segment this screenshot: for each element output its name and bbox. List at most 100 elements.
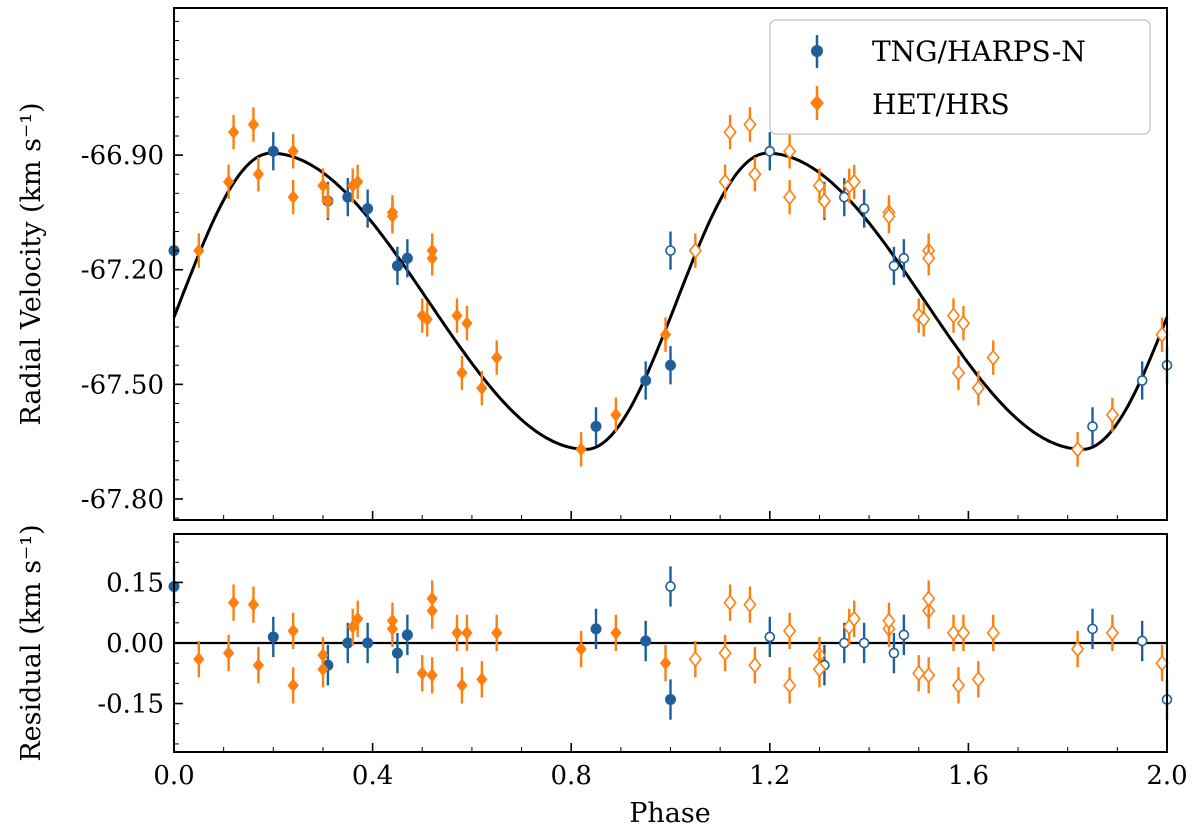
marker	[362, 203, 374, 215]
rv-ytick-label: -66.90	[81, 141, 164, 171]
rv-hrs-point	[1105, 397, 1120, 433]
marker	[1155, 326, 1169, 343]
rv-hrs-point	[946, 298, 961, 333]
marker	[252, 167, 265, 182]
residual-hrs-point	[491, 614, 503, 652]
residual-harps-point	[838, 622, 850, 664]
marker	[223, 174, 235, 189]
marker	[575, 642, 587, 657]
residual-hrs-point	[352, 600, 364, 637]
residual-hrs-point	[416, 655, 428, 692]
marker	[401, 252, 413, 264]
residual-hrs-point	[971, 661, 985, 698]
marker	[317, 178, 329, 193]
marker	[347, 178, 359, 193]
marker	[971, 379, 985, 397]
rv-harps-point	[1136, 361, 1148, 400]
marker	[898, 252, 910, 264]
marker	[640, 635, 652, 647]
rv-hrs-point	[986, 340, 1000, 375]
marker	[956, 314, 971, 332]
marker	[659, 327, 672, 342]
marker	[421, 312, 433, 327]
residual-harps-point	[1136, 620, 1148, 662]
residual-hrs-point	[748, 647, 762, 684]
rv-harps-point	[342, 178, 354, 217]
marker	[951, 677, 966, 694]
residual-hrs-point	[193, 640, 205, 678]
marker	[227, 595, 240, 610]
marker	[898, 629, 910, 641]
residual-hrs-point	[287, 612, 299, 650]
residual-harps-point	[898, 614, 910, 656]
residual-hrs-point	[575, 630, 587, 668]
legend-entry-harps: TNG/HARPS-N	[811, 35, 1086, 68]
residual-harps-point	[665, 566, 676, 607]
rv-hrs-point	[352, 164, 364, 200]
marker	[287, 144, 299, 159]
residual-harps-point	[267, 616, 279, 658]
rv-harps-point	[1087, 407, 1098, 446]
residual-hrs-point	[386, 602, 399, 639]
residual-hrs-point	[1105, 614, 1120, 652]
residual-hrs-point	[951, 667, 966, 704]
marker	[838, 637, 850, 649]
marker	[1071, 441, 1085, 458]
rv-hrs-point	[917, 302, 931, 337]
residual-hrs-point	[287, 667, 299, 704]
rv-harps-point	[888, 246, 900, 286]
rv-hrs-point	[287, 134, 299, 169]
marker	[247, 117, 260, 132]
rv-hrs-point	[247, 107, 260, 142]
marker	[812, 177, 827, 194]
residual-hrs-point	[347, 608, 359, 646]
phase-xtick-label: 1.2	[749, 761, 790, 791]
marker	[847, 610, 861, 628]
marker	[461, 625, 473, 640]
rv-hrs-point	[317, 168, 329, 203]
rv-hrs-point	[723, 114, 737, 150]
rv-ytick-label: -67.20	[81, 256, 164, 286]
rv-harps-point	[898, 239, 910, 278]
rv-ylabel: Radial Velocity (km s⁻¹)	[16, 102, 47, 425]
rv-hrs-point	[461, 306, 473, 341]
marker	[665, 694, 676, 706]
marker	[882, 612, 896, 630]
marker	[252, 658, 265, 673]
rv-hrs-point	[783, 179, 797, 215]
marker	[922, 249, 936, 267]
marker	[610, 407, 622, 422]
rv-hrs-point	[659, 317, 672, 352]
rv-hrs-point	[421, 302, 433, 337]
marker	[491, 350, 503, 365]
marker	[640, 375, 652, 387]
marker	[287, 623, 299, 638]
residual-axis-ticks: 0.0 0.4 0.8 1.2 1.6 2.0 0.15 0.00 -0.15	[97, 541, 1188, 791]
marker	[461, 316, 473, 331]
phase-xtick-label: 0.4	[352, 761, 393, 791]
marker	[882, 207, 896, 225]
marker	[783, 622, 797, 640]
rv-harps-point	[764, 132, 776, 171]
rv-hrs-point	[971, 370, 985, 406]
marker	[665, 581, 676, 592]
legend-hrs-marker	[810, 95, 824, 111]
marker	[391, 260, 403, 272]
residual-harps-point	[590, 608, 602, 650]
marker	[193, 652, 205, 667]
phase-xtick-label: 0.8	[551, 761, 592, 791]
model-curve-line	[172, 151, 1169, 451]
rv-harps-point	[665, 346, 676, 385]
residual-harps-point	[640, 620, 652, 662]
residual-hrs-point	[1155, 645, 1169, 682]
marker	[912, 664, 926, 682]
legend-box	[769, 19, 1151, 135]
residual-hrs-point	[912, 655, 926, 692]
marker	[451, 308, 463, 323]
marker	[748, 656, 762, 674]
residual-hrs-point	[252, 647, 265, 684]
marker	[888, 647, 900, 659]
residual-hrs-point	[247, 586, 260, 623]
rv-hrs-point	[1155, 317, 1169, 352]
rv-hrs-point	[882, 199, 896, 234]
